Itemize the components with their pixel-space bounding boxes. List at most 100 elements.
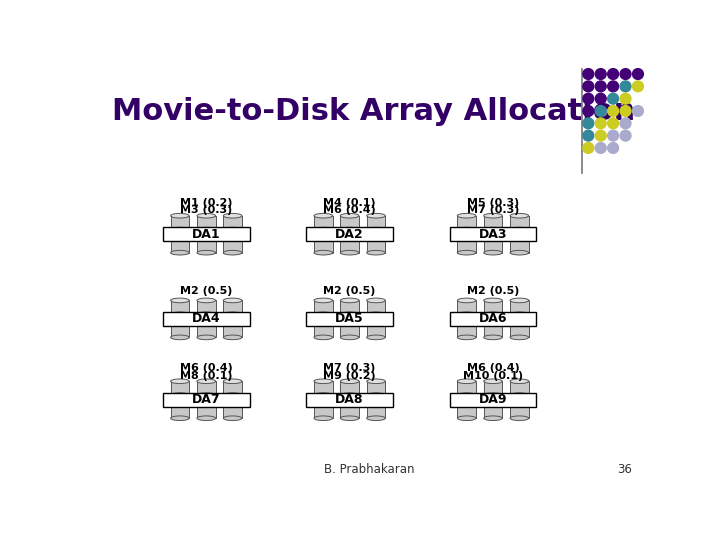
Bar xyxy=(457,404,476,418)
Ellipse shape xyxy=(341,393,359,397)
Text: M2 (0.5): M2 (0.5) xyxy=(467,286,519,296)
Bar xyxy=(366,300,385,314)
Bar xyxy=(197,404,215,418)
Ellipse shape xyxy=(457,227,476,232)
Circle shape xyxy=(632,106,644,117)
Text: DA2: DA2 xyxy=(336,228,364,241)
Text: M5 (0.3): M5 (0.3) xyxy=(467,198,519,207)
Ellipse shape xyxy=(197,237,215,241)
Text: DA8: DA8 xyxy=(336,393,364,406)
Bar xyxy=(314,239,333,253)
Bar xyxy=(314,215,333,230)
Text: M6 (0.4): M6 (0.4) xyxy=(180,363,233,373)
Bar xyxy=(341,300,359,314)
Ellipse shape xyxy=(197,213,215,218)
Bar xyxy=(223,404,242,418)
Circle shape xyxy=(620,106,631,117)
Bar xyxy=(449,393,536,407)
Bar xyxy=(457,239,476,253)
Circle shape xyxy=(620,130,631,141)
Circle shape xyxy=(608,130,618,141)
Ellipse shape xyxy=(171,237,189,241)
Ellipse shape xyxy=(197,393,215,397)
Ellipse shape xyxy=(510,335,528,340)
Ellipse shape xyxy=(484,335,503,340)
Ellipse shape xyxy=(366,312,385,316)
Bar xyxy=(341,323,359,338)
Ellipse shape xyxy=(457,416,476,421)
Circle shape xyxy=(583,130,594,141)
Ellipse shape xyxy=(223,213,242,218)
Bar xyxy=(366,239,385,253)
Bar xyxy=(484,381,503,395)
Bar xyxy=(510,381,528,395)
Bar xyxy=(223,381,242,395)
Ellipse shape xyxy=(510,393,528,397)
Ellipse shape xyxy=(223,237,242,241)
Ellipse shape xyxy=(314,213,333,218)
Bar xyxy=(163,393,250,407)
Circle shape xyxy=(620,69,631,79)
Ellipse shape xyxy=(314,321,333,326)
Circle shape xyxy=(608,118,618,129)
Ellipse shape xyxy=(366,213,385,218)
Circle shape xyxy=(632,81,644,92)
Ellipse shape xyxy=(314,416,333,421)
Ellipse shape xyxy=(171,298,189,303)
Circle shape xyxy=(620,93,631,104)
Ellipse shape xyxy=(223,227,242,232)
Circle shape xyxy=(583,106,594,117)
Ellipse shape xyxy=(366,227,385,232)
Ellipse shape xyxy=(341,227,359,232)
Bar xyxy=(306,312,393,326)
Bar xyxy=(484,323,503,338)
Text: M2 (0.5): M2 (0.5) xyxy=(323,286,376,296)
Bar xyxy=(510,239,528,253)
Text: M3 (0.3): M3 (0.3) xyxy=(180,205,233,215)
Ellipse shape xyxy=(197,227,215,232)
Ellipse shape xyxy=(484,213,503,218)
Bar xyxy=(314,404,333,418)
Ellipse shape xyxy=(341,312,359,316)
Ellipse shape xyxy=(484,237,503,241)
Ellipse shape xyxy=(510,298,528,303)
Ellipse shape xyxy=(484,393,503,397)
Ellipse shape xyxy=(457,312,476,316)
Ellipse shape xyxy=(510,251,528,255)
Ellipse shape xyxy=(457,213,476,218)
Bar xyxy=(197,323,215,338)
Ellipse shape xyxy=(197,251,215,255)
Ellipse shape xyxy=(223,393,242,397)
Ellipse shape xyxy=(341,213,359,218)
Bar xyxy=(341,215,359,230)
Ellipse shape xyxy=(314,227,333,232)
Bar xyxy=(366,323,385,338)
Bar xyxy=(197,215,215,230)
Ellipse shape xyxy=(366,335,385,340)
Ellipse shape xyxy=(171,393,189,397)
Ellipse shape xyxy=(171,416,189,421)
Ellipse shape xyxy=(223,402,242,407)
Bar xyxy=(484,300,503,314)
Ellipse shape xyxy=(484,321,503,326)
Ellipse shape xyxy=(197,312,215,316)
Bar xyxy=(171,300,189,314)
Ellipse shape xyxy=(484,298,503,303)
Ellipse shape xyxy=(223,416,242,421)
Ellipse shape xyxy=(223,298,242,303)
Ellipse shape xyxy=(223,251,242,255)
Circle shape xyxy=(620,118,631,129)
Ellipse shape xyxy=(171,213,189,218)
Ellipse shape xyxy=(341,237,359,241)
Ellipse shape xyxy=(197,416,215,421)
Bar xyxy=(314,323,333,338)
Text: M4 (0.1): M4 (0.1) xyxy=(323,198,376,207)
Circle shape xyxy=(595,69,606,79)
Bar xyxy=(457,215,476,230)
Bar xyxy=(510,300,528,314)
Bar xyxy=(171,215,189,230)
Ellipse shape xyxy=(341,321,359,326)
Bar xyxy=(457,323,476,338)
Circle shape xyxy=(620,81,631,92)
Ellipse shape xyxy=(171,402,189,407)
